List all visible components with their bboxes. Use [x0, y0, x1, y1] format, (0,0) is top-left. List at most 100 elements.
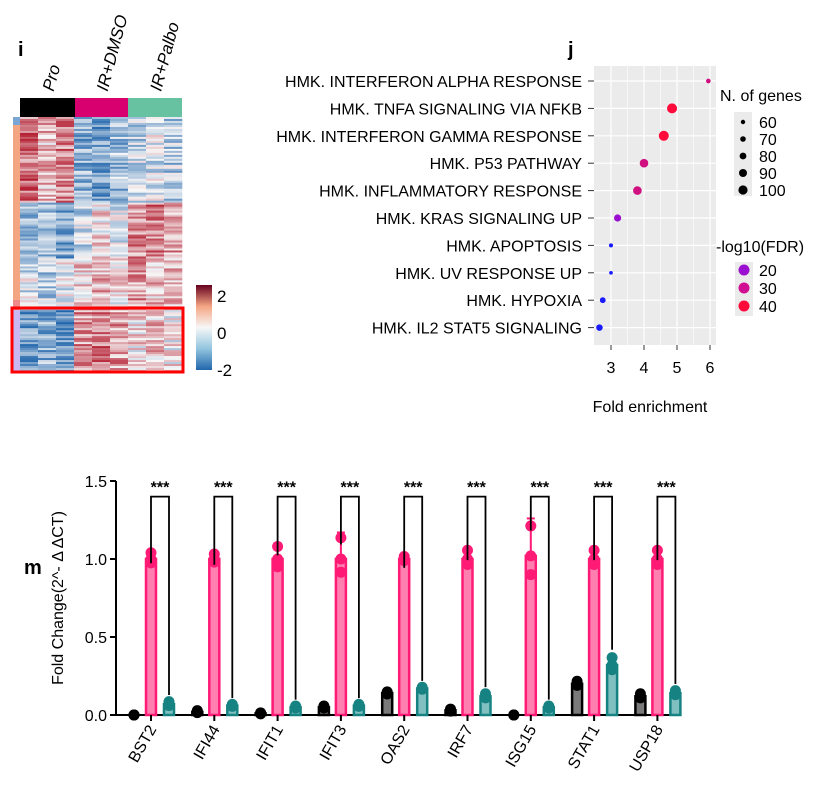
heatmap-cell: [92, 122, 111, 126]
heatmap-cell: [74, 200, 93, 203]
heatmap-cell: [146, 240, 165, 243]
heatmap-cell: [164, 124, 183, 128]
heatmap-cell: [110, 300, 129, 303]
heatmap-cell: [164, 250, 183, 253]
heatmap-cell: [56, 117, 75, 120]
heatmap-cell: [92, 164, 111, 168]
heatmap-cell: [56, 262, 75, 265]
heatmap-cell: [38, 348, 57, 351]
heatmap-cell: [20, 176, 39, 180]
heatmap-cell: [146, 194, 165, 197]
data-point: [525, 569, 537, 581]
heatmap-cell: [146, 322, 165, 325]
heatmap-cell: [92, 142, 111, 146]
heatmap-cell: [38, 142, 57, 146]
heatmap-cell: [128, 300, 147, 303]
heatmap-cell: [128, 278, 147, 281]
heatmap-cell: [74, 260, 93, 263]
heatmap-cell: [56, 158, 75, 162]
heatmap-cell: [128, 326, 147, 329]
heatmap-cell: [20, 318, 39, 321]
category-label: HMK. INTERFERON ALPHA RESPONSE: [285, 74, 582, 91]
heatmap-cell: [20, 346, 39, 349]
heatmap-cell: [92, 170, 111, 174]
heatmap-cell: [20, 132, 39, 136]
heatmap-cell: [110, 330, 129, 333]
significance-bracket: [403, 495, 424, 681]
heatmap-cell: [20, 184, 39, 188]
heatmap-cell: [74, 268, 93, 271]
heatmap-cell: [146, 248, 165, 251]
heatmap-cell: [20, 284, 39, 287]
heatmap-cell: [128, 266, 147, 269]
heatmap-cell: [56, 294, 75, 297]
heatmap-cell: [110, 292, 129, 295]
heatmap-cell: [110, 146, 129, 150]
heatmap-cell: [146, 274, 165, 277]
heatmap-cell: [92, 136, 111, 140]
heatmap-cell: [74, 134, 93, 138]
heatmap-cell: [38, 160, 57, 164]
heatmap-cell: [74, 264, 93, 267]
heatmap-cell: [128, 252, 147, 255]
heatmap-cell: [74, 324, 93, 327]
heatmap-cell: [164, 222, 183, 225]
heatmap-cell: [146, 122, 165, 126]
heatmap-cell: [20, 122, 39, 126]
heatmap-cell: [128, 150, 147, 154]
heatmap-cell: [146, 208, 165, 211]
heatmap-cell: [110, 134, 129, 138]
heatmap-cell: [146, 358, 165, 361]
heatmap-cell: [74, 118, 93, 122]
heatmap-cell: [38, 298, 57, 301]
heatmap-cell: [38, 158, 57, 162]
data-point: [480, 688, 491, 700]
heatmap-cell: [38, 296, 57, 299]
heatmap-cell: [146, 216, 165, 219]
heatmap-cell: [92, 364, 111, 367]
heatmap-cell: [110, 342, 129, 345]
heatmap-cell: [146, 330, 165, 333]
heatmap-cell: [146, 254, 165, 257]
heatmap-cell: [146, 334, 165, 337]
heatmap-cell: [38, 338, 57, 341]
heatmap-cell: [128, 174, 147, 178]
heatmap-cell: [164, 156, 183, 160]
heatmap-cell: [74, 294, 93, 297]
heatmap-cell: [74, 330, 93, 333]
heatmap-cell: [164, 230, 183, 233]
heatmap-cell: [56, 230, 75, 233]
heatmap-cell: [164, 164, 183, 168]
heatmap-cell: [92, 358, 111, 361]
heatmap-cell: [38, 212, 57, 215]
heatmap-cell: [92, 290, 111, 293]
heatmap-cell: [164, 240, 183, 243]
heatmap-cell: [20, 152, 39, 156]
heatmap-cell: [20, 192, 39, 195]
heatmap-cell: [74, 184, 93, 188]
heatmap-cell: [56, 124, 75, 128]
significance-label: ***: [467, 480, 486, 497]
heatmap-cell: [92, 268, 111, 271]
heatmap-cell: [146, 252, 165, 255]
heatmap-cell: [164, 350, 183, 353]
heatmap-cell: [74, 272, 93, 275]
heatmap-cell: [38, 352, 57, 355]
heatmap-cell: [164, 142, 183, 146]
heatmap-cell: [56, 122, 75, 126]
heatmap-cell: [146, 176, 165, 180]
heatmap-cell: [74, 354, 93, 357]
heatmap-cell: [92, 300, 111, 303]
heatmap-cell: [128, 288, 147, 291]
heatmap-cell: [38, 252, 57, 255]
heatmap-cell: [56, 180, 75, 184]
heatmap-cell: [128, 218, 147, 221]
heatmap-cell: [56, 198, 75, 201]
heatmap-cell: [20, 210, 39, 213]
heatmap-cell: [164, 214, 183, 217]
heatmap-cell: [20, 330, 39, 333]
heatmap-cell: [110, 338, 129, 341]
heatmap-cell: [38, 170, 57, 174]
heatmap-cell: [128, 366, 147, 369]
heatmap-cell: [128, 318, 147, 321]
